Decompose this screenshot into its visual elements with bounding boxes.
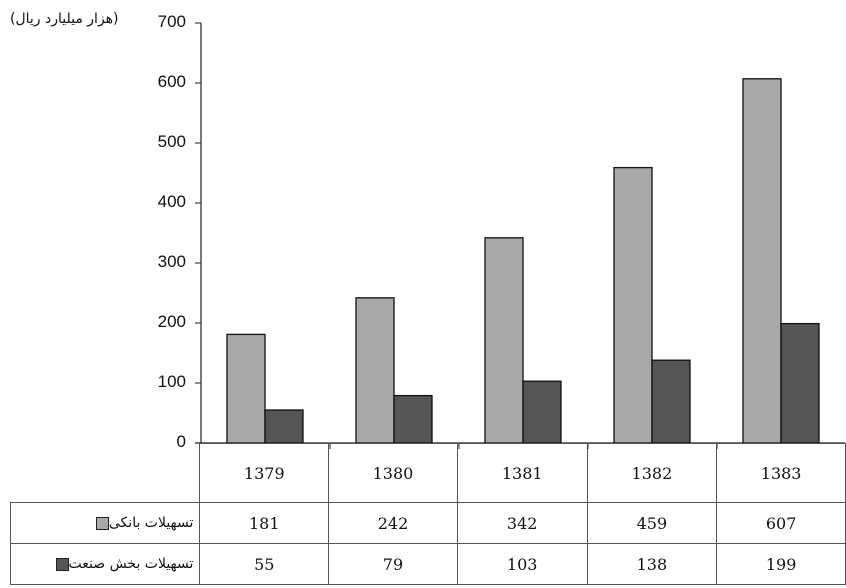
table-cell: 79: [328, 543, 458, 585]
y-tick-label: 200: [157, 312, 186, 331]
bar-industry-loans-1381: [522, 380, 562, 444]
table-row: تسهیلات بانکی 181 242 342 459 607: [9, 502, 846, 544]
bar-industry-loans-1382: [651, 359, 691, 444]
table-cell: 342: [456, 502, 588, 544]
legend-entry-bank-loans: تسهیلات بانکی: [9, 502, 201, 544]
bar-bank-loans-1379: [226, 333, 266, 444]
table-cell: 607: [716, 502, 846, 544]
bar-bank-loans-1382: [613, 166, 653, 444]
category-label: 1380: [328, 443, 458, 503]
legend-swatch-dark: [55, 557, 69, 571]
table-cell: 138: [586, 543, 718, 585]
bars-layer: [226, 78, 820, 444]
legend-entry-industry-loans: تسهیلات بخش صنعت: [9, 543, 201, 585]
bar-bank-loans-1380: [355, 297, 395, 444]
legend-swatch-light: [95, 516, 109, 530]
table-cell: 199: [716, 543, 846, 585]
table-cell: 459: [586, 502, 718, 544]
table-cell: 242: [328, 502, 458, 544]
bar-industry-loans-1380: [393, 394, 433, 444]
bar-bank-loans-1381: [484, 237, 524, 444]
category-label: 1383: [716, 443, 846, 503]
y-tick-label: 100: [157, 372, 186, 391]
bar-industry-loans-1383: [780, 322, 820, 444]
y-tick-label: 700: [157, 12, 186, 31]
category-label: 1379: [199, 443, 330, 503]
y-tick-label: 0: [176, 432, 186, 451]
table-cell: 103: [456, 543, 588, 585]
unit-label: (هزار میلیارد ریال): [10, 11, 119, 27]
y-tick-label: 600: [157, 72, 186, 91]
category-label: 1382: [586, 443, 718, 503]
table-cell: 181: [199, 502, 330, 544]
series-name: تسهیلات بانکی: [108, 515, 194, 531]
y-tick-label: 300: [157, 252, 186, 271]
table-corner: [10, 443, 201, 503]
y-tick-label: 400: [157, 192, 186, 211]
y-tick-label: 500: [157, 132, 186, 151]
table-row: تسهیلات بخش صنعت 55 79 103 138 199: [9, 543, 846, 585]
table-cell: 55: [199, 543, 330, 585]
bar-industry-loans-1379: [264, 409, 304, 444]
series-name: تسهیلات بخش صنعت: [68, 556, 194, 572]
category-label: 1381: [456, 443, 588, 503]
table-header-row: 1379 1380 1381 1382 1383: [10, 443, 846, 503]
bar-bank-loans-1383: [742, 78, 782, 444]
data-table: 1379 1380 1381 1382 1383 تسهیلات بانکی 1…: [9, 443, 846, 585]
